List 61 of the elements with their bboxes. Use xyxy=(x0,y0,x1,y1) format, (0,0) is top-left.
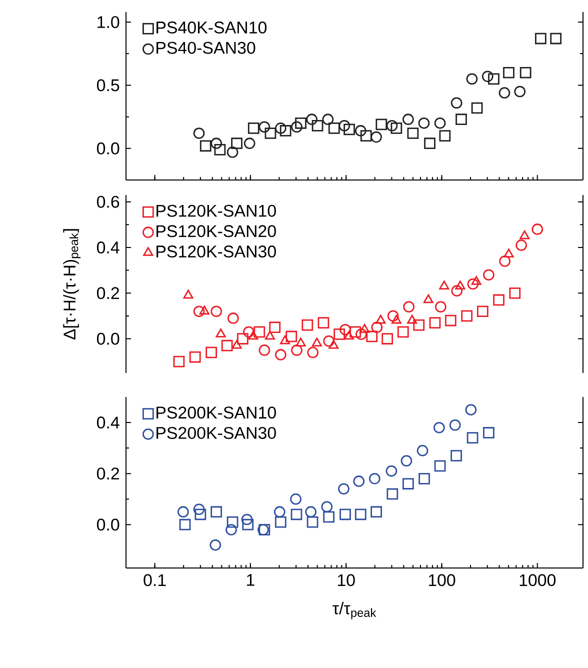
legend-label: PS200K-SAN10 xyxy=(156,406,276,419)
y-tick-label: 0.4 xyxy=(96,416,120,429)
point xyxy=(386,488,398,500)
y-tick-label: 0.4 xyxy=(96,241,120,254)
y-tick-label: 0.5 xyxy=(96,79,120,92)
point xyxy=(210,539,222,551)
x-tick-label: 10 xyxy=(338,574,355,586)
point xyxy=(370,506,382,518)
y-tick-label: 0.2 xyxy=(96,468,119,480)
legend-label: PS120K-SAN10 xyxy=(156,204,276,217)
point xyxy=(194,508,206,520)
y-tick-label: 0.6 xyxy=(96,196,120,208)
point xyxy=(434,460,446,472)
point xyxy=(353,476,365,487)
point xyxy=(340,508,351,520)
point xyxy=(242,518,254,530)
point xyxy=(290,493,302,505)
point xyxy=(402,478,414,490)
point xyxy=(179,518,191,530)
legend-label: PS120K-SAN20 xyxy=(156,225,276,238)
legend-label: PS200K-SAN30 xyxy=(156,426,276,439)
point xyxy=(449,419,461,431)
point xyxy=(290,508,302,520)
x-tick-label: 0.1 xyxy=(144,574,166,586)
point xyxy=(226,516,238,528)
x-tick-label: 100 xyxy=(428,574,456,586)
point xyxy=(274,506,286,518)
y-axis-title: Δ[τ·H/(τ·H)$_{peak}$] xyxy=(63,229,81,340)
legend-label: PS40K-SAN10 xyxy=(156,22,267,34)
point xyxy=(323,511,334,523)
point xyxy=(226,524,237,536)
point xyxy=(418,472,430,484)
point xyxy=(465,404,477,416)
point xyxy=(321,501,333,512)
point xyxy=(386,465,398,477)
point xyxy=(193,504,205,515)
point xyxy=(210,506,222,518)
point xyxy=(274,516,286,528)
point xyxy=(305,506,317,518)
point xyxy=(433,422,445,434)
point xyxy=(306,516,318,528)
x-axis-title: τ/τ$_{peak}$ xyxy=(332,602,376,620)
y-tick-label: 0.0 xyxy=(96,142,120,154)
point xyxy=(450,450,462,462)
point xyxy=(483,427,494,438)
point xyxy=(241,514,253,526)
x-tick-label: 1000 xyxy=(520,574,556,586)
y-tick-label: 1.0 xyxy=(98,16,120,28)
point xyxy=(177,506,189,518)
point xyxy=(354,508,366,520)
point xyxy=(466,432,478,444)
y-tick-label: 0.0 xyxy=(96,332,120,345)
legend-label: PS40-SAN30 xyxy=(156,42,256,54)
x-tick-label: 1 xyxy=(247,574,254,586)
point xyxy=(368,472,380,484)
point xyxy=(400,455,412,466)
point xyxy=(416,444,428,456)
y-tick-label: 0.0 xyxy=(96,518,120,531)
point xyxy=(338,483,350,495)
y-tick-label: 0.2 xyxy=(96,287,119,300)
legend-label: PS120K-SAN30 xyxy=(156,246,276,258)
